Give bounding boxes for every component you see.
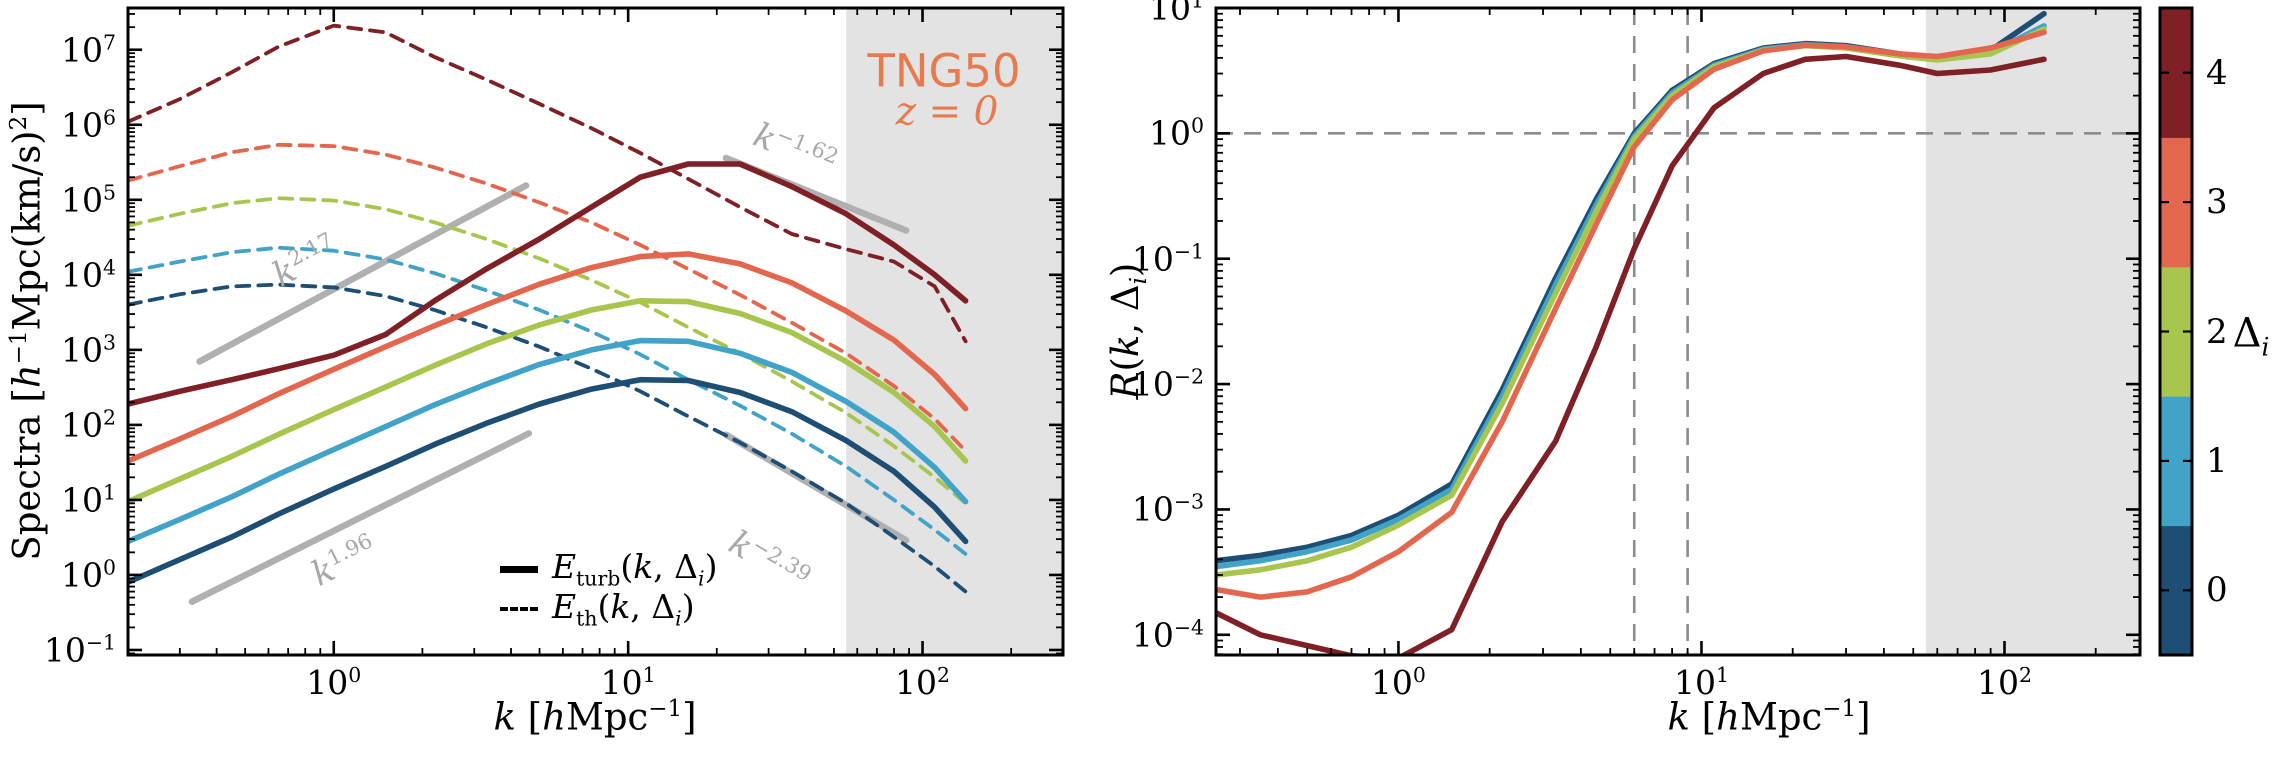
left-panel [128, 8, 1063, 655]
right-axis-ticks [1216, 8, 2140, 656]
legend-label-eturb: Eturb(k, Δi) [552, 547, 718, 591]
curve-E_turb-delta3 [128, 251, 969, 464]
legend: Eturb(k, Δi) Eth(k, Δi) [500, 547, 718, 631]
reference-slope-line [196, 182, 530, 365]
curve-R-delta4 [1216, 53, 2047, 655]
right-panel-border [1214, 6, 2142, 657]
curve-R-delta0 [1216, 10, 2047, 564]
curve-E_th-delta3 [128, 142, 968, 453]
curve-E_turb-delta1 [128, 337, 969, 545]
colorbar-border [2158, 6, 2194, 657]
curve-E_turb-delta2 [128, 298, 969, 505]
left-axis-ticks [128, 8, 1063, 655]
right-panel [1216, 8, 2140, 655]
curve-E_th-delta1 [128, 245, 968, 556]
curve-E_th-delta2 [128, 196, 968, 506]
reference-slope-line [188, 430, 533, 605]
curve-R-delta1 [1216, 23, 2047, 570]
curve-R-delta3 [1216, 29, 2047, 600]
left-panel-border [126, 6, 1065, 657]
solid-line-sample [500, 565, 538, 573]
colorbar [2158, 6, 2194, 657]
dashed-line-sample [500, 607, 538, 611]
unresolved-scales-shaded-band [1925, 8, 2140, 655]
legend-label-eth: Eth(k, Δi) [552, 587, 695, 631]
curve-R-delta2 [1216, 26, 2047, 578]
curve-E_th-delta4 [128, 23, 968, 344]
legend-item-eturb: Eturb(k, Δi) [500, 547, 718, 591]
curve-E_turb-delta4 [128, 161, 969, 407]
curve-E_turb-delta0 [128, 376, 969, 585]
legend-item-eth: Eth(k, Δi) [500, 587, 717, 631]
